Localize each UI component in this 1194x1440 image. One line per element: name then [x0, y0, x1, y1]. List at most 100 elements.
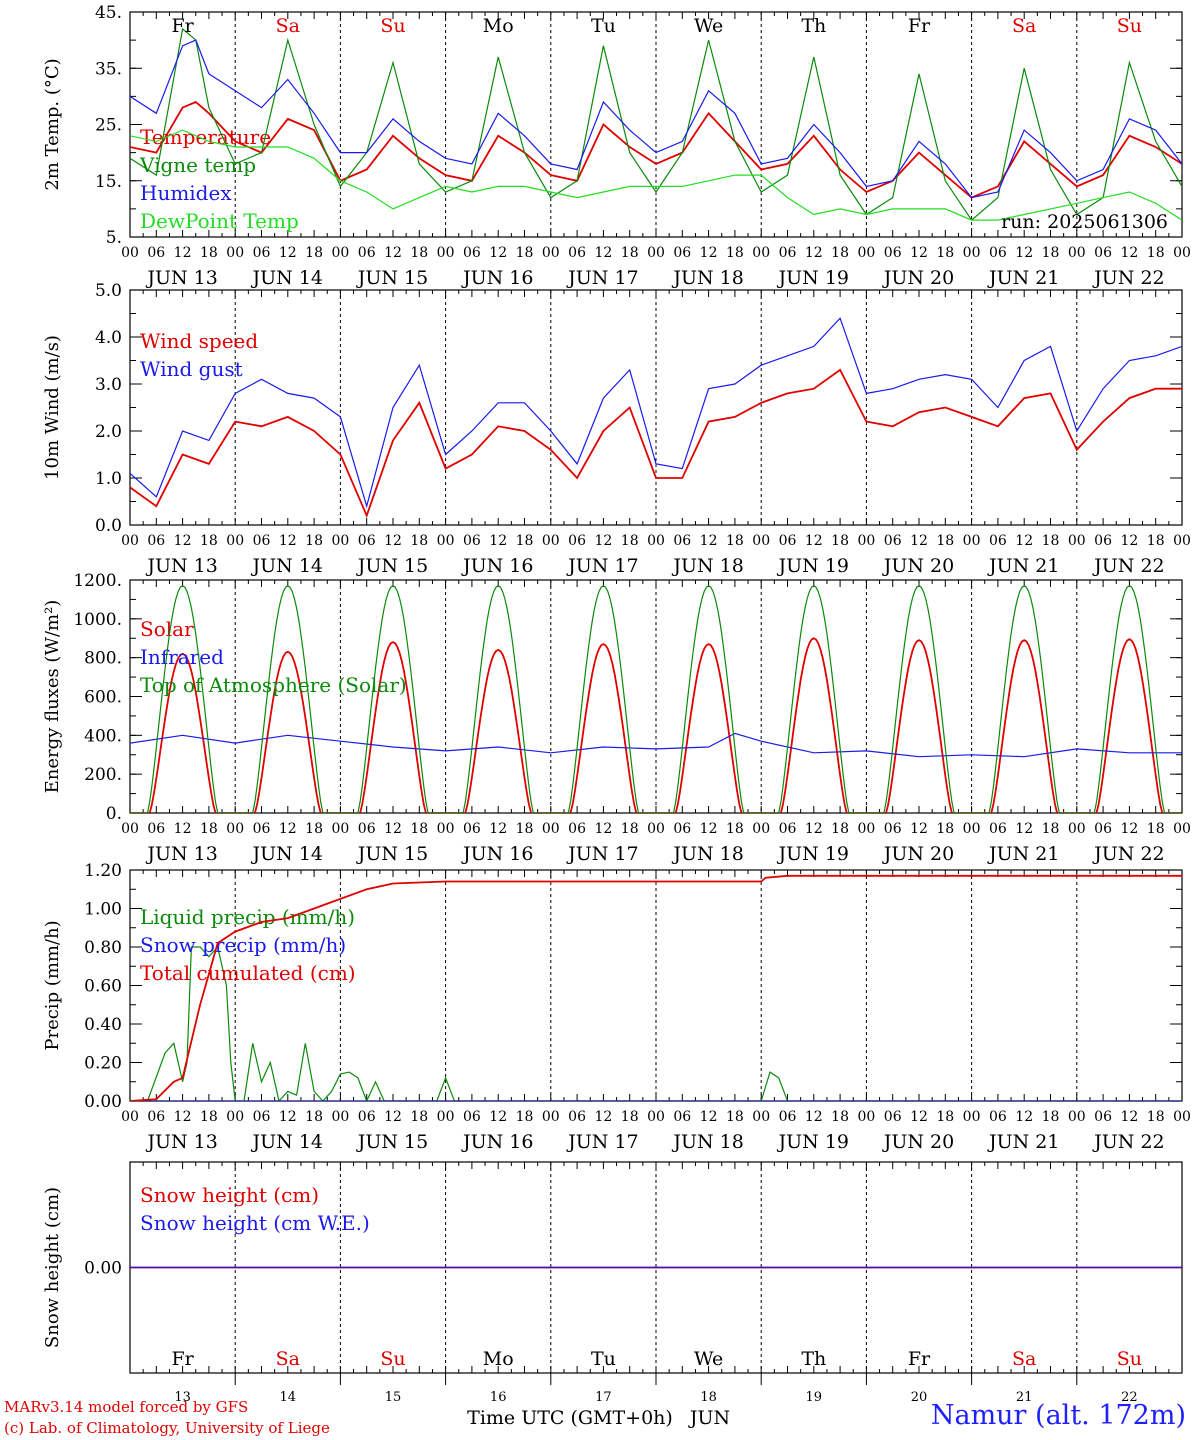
hour-tick-label: 06: [989, 245, 1007, 261]
hour-tick-label: 00: [1068, 1109, 1086, 1125]
hour-tick-label: 00: [121, 245, 139, 261]
hour-tick-label: 00: [963, 245, 981, 261]
hour-tick-label: 12: [279, 1109, 297, 1125]
legend-entry: Solar: [140, 617, 194, 641]
hour-tick-label: 06: [673, 821, 691, 837]
hour-tick-label: 18: [516, 533, 534, 549]
hour-tick-label: 00: [226, 1109, 244, 1125]
panel-3: 0. 200. 400. 600. 800. 1000. 1200. Energy fluxe…: [42, 571, 1191, 865]
weekday-name: Th: [801, 15, 826, 37]
hour-tick-label: 00: [331, 533, 349, 549]
day-label: JUN 16: [461, 267, 533, 289]
hour-tick-label: 18: [726, 533, 744, 549]
hour-tick-label: 18: [1042, 533, 1060, 549]
hour-tick-label: 18: [831, 245, 849, 261]
day-label: JUN 19: [777, 555, 849, 577]
y-axis-label: 10m Wind (m/s): [42, 335, 63, 480]
hour-tick-label: 06: [253, 533, 271, 549]
legend-entry: DewPoint Temp: [140, 209, 299, 233]
legend-entry: Humidex: [140, 181, 232, 205]
x-axis-month: JUN: [688, 1407, 730, 1429]
y-tick-label: 0.40: [84, 1015, 122, 1035]
hour-tick-label: 00: [752, 1109, 770, 1125]
hour-tick-label: 12: [594, 533, 612, 549]
hour-tick-label: 12: [384, 245, 402, 261]
day-label: JUN 21: [987, 843, 1059, 865]
hour-tick-label: 18: [621, 533, 639, 549]
hour-tick-label: 12: [384, 533, 402, 549]
panel-2: 0.0 1.0 2.0 3.0 4.0 5.0 10m Wind (m/s) 00 06 12 18…: [42, 281, 1191, 577]
hour-tick-label: 00: [857, 1109, 875, 1125]
day-label: JUN 21: [987, 555, 1059, 577]
legend-entry: Wind speed: [140, 329, 258, 353]
day-number: 22: [1121, 1390, 1138, 1405]
hour-tick-label: 12: [594, 821, 612, 837]
hour-tick-label: 06: [1094, 1109, 1112, 1125]
legend-entry: Snow height (cm): [140, 1183, 319, 1207]
hour-tick-label: 00: [226, 821, 244, 837]
hour-tick-label: 00: [542, 245, 560, 261]
hour-tick-label: 18: [516, 1109, 534, 1125]
hour-tick-label: 00: [752, 533, 770, 549]
hour-tick-label: 00: [857, 821, 875, 837]
hour-tick-label: 06: [147, 821, 165, 837]
hour-tick-label: 12: [910, 1109, 928, 1125]
hour-tick-label: 12: [489, 245, 507, 261]
hour-tick-label: 12: [489, 1109, 507, 1125]
series-line-vigne-temp: [130, 27, 1182, 221]
weekday-name: Sa: [276, 1348, 300, 1370]
y-tick-label: 400.: [84, 726, 122, 746]
y-tick-label: 1200.: [73, 571, 122, 591]
y-tick-label: 35.: [95, 59, 122, 79]
y-tick-label: 25.: [95, 116, 122, 136]
day-label: JUN 18: [671, 1131, 743, 1153]
weekday-name: Tu: [591, 1348, 616, 1370]
hour-tick-label: 06: [884, 1109, 902, 1125]
y-tick-label: 1.20: [84, 861, 122, 881]
series-line-wind-gust: [130, 317, 1182, 509]
hour-tick-label: 06: [779, 533, 797, 549]
hour-tick-label: 06: [989, 821, 1007, 837]
hour-tick-label: 18: [726, 245, 744, 261]
weekday-name: Th: [801, 1348, 826, 1370]
hour-tick-label: 00: [542, 821, 560, 837]
hour-tick-label: 00: [331, 821, 349, 837]
hour-tick-label: 00: [963, 1109, 981, 1125]
series-line-solar: [130, 637, 1182, 813]
y-tick-label: 15.: [95, 172, 122, 192]
hour-tick-label: 06: [568, 1109, 586, 1125]
legend-entry: Wind gust: [140, 357, 243, 381]
hour-tick-label: 18: [621, 245, 639, 261]
x-axis-label: Time UTC (GMT+0h): [467, 1407, 673, 1429]
day-label: JUN 17: [566, 1131, 638, 1153]
hour-tick-label: 18: [410, 245, 428, 261]
day-number: 21: [1016, 1390, 1033, 1405]
hour-tick-label: 12: [594, 245, 612, 261]
y-tick-label: 0.80: [84, 938, 122, 958]
day-label: JUN 14: [251, 267, 323, 289]
hour-tick-label: 12: [700, 245, 718, 261]
hour-tick-label: 06: [884, 245, 902, 261]
day-label: JUN 18: [671, 843, 743, 865]
y-tick-label: 3.0: [95, 375, 122, 395]
run-label: run: 2025061306: [1001, 211, 1168, 233]
hour-tick-label: 00: [857, 533, 875, 549]
plot-frame: [129, 11, 1183, 238]
legend-entry: Snow height (cm W.E.): [140, 1211, 370, 1235]
hour-tick-label: 06: [358, 821, 376, 837]
hour-tick-label: 00: [647, 1109, 665, 1125]
day-label: JUN 20: [882, 267, 954, 289]
hour-tick-label: 18: [516, 821, 534, 837]
weekday-name: Tu: [591, 15, 616, 37]
weekday-name: Su: [1117, 1348, 1142, 1370]
weekday-name: Fr: [908, 15, 931, 37]
hour-tick-label: 00: [1173, 533, 1191, 549]
weekday-name: Fr: [171, 1348, 194, 1370]
day-number: 17: [595, 1390, 612, 1405]
day-label: JUN 15: [356, 1131, 428, 1153]
hour-tick-label: 12: [279, 245, 297, 261]
hour-tick-label: 06: [147, 245, 165, 261]
hour-tick-label: 06: [463, 1109, 481, 1125]
day-label: JUN 13: [145, 267, 217, 289]
